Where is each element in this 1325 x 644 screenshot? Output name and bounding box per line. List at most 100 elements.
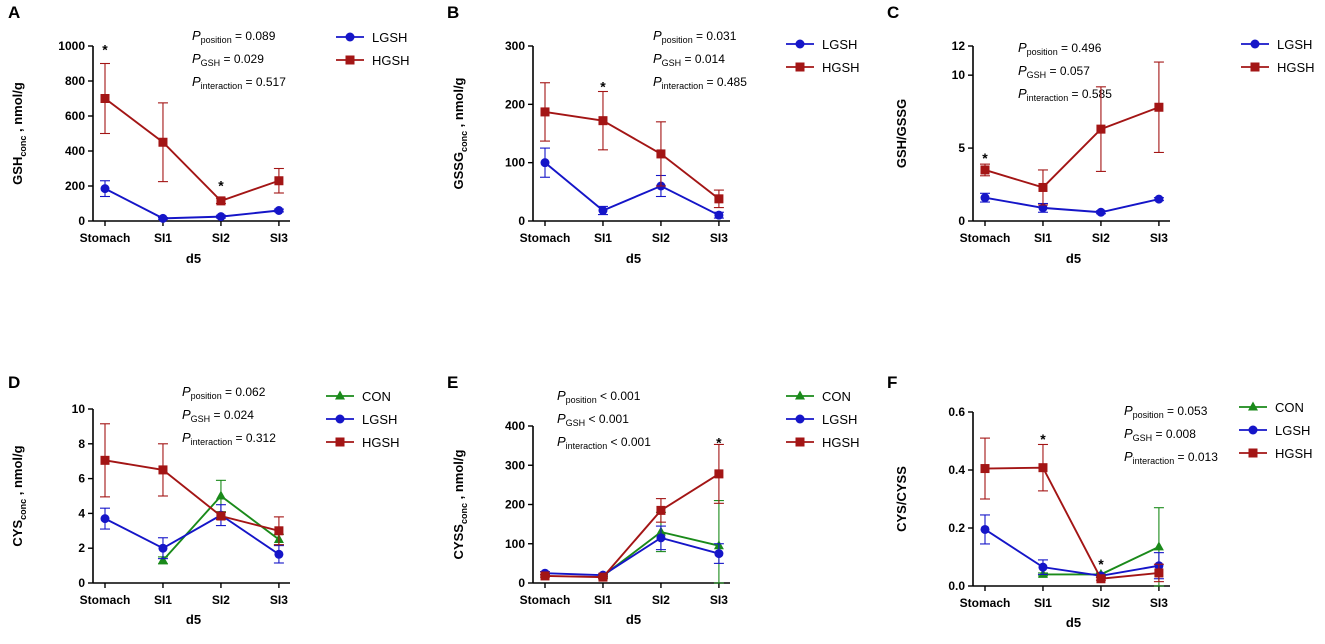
panel-letter: C xyxy=(887,3,899,22)
x-tick-label: SI1 xyxy=(154,593,172,607)
data-point-hgsh xyxy=(1096,574,1106,584)
y-tick-label: 100 xyxy=(505,156,525,170)
data-point-lgsh xyxy=(980,193,990,203)
legend-marker xyxy=(795,414,805,424)
y-tick-label: 10 xyxy=(952,68,966,82)
x-axis-title: d5 xyxy=(186,612,201,627)
data-point-lgsh xyxy=(1096,207,1106,217)
data-point-hgsh xyxy=(216,511,226,521)
data-point-hgsh xyxy=(598,572,608,582)
x-tick-label: SI2 xyxy=(1092,231,1110,245)
x-tick-label: SI3 xyxy=(1150,231,1168,245)
data-point-lgsh xyxy=(980,524,990,534)
data-point-lgsh xyxy=(100,514,110,524)
series-line-lgsh xyxy=(544,161,720,217)
data-point-hgsh xyxy=(1038,463,1048,473)
data-point-lgsh xyxy=(158,213,168,223)
panel-letter: E xyxy=(447,373,458,392)
data-point-hgsh xyxy=(656,505,666,515)
p-value-stat: Pinteraction = 0.312 xyxy=(182,430,276,447)
data-point-lgsh xyxy=(1038,203,1048,213)
x-tick-label: SI3 xyxy=(270,231,288,245)
y-tick-label: 1000 xyxy=(58,39,85,53)
p-value-stat: Pposition = 0.062 xyxy=(182,384,266,401)
legend-marker xyxy=(795,62,805,72)
x-tick-label: SI2 xyxy=(212,593,230,607)
data-point-hgsh xyxy=(540,571,550,581)
x-tick-label: Stomach xyxy=(80,593,131,607)
data-point-hgsh xyxy=(100,94,110,103)
x-tick-label: Stomach xyxy=(960,596,1011,610)
significance-star: * xyxy=(1040,431,1046,447)
legend-marker xyxy=(1250,62,1260,72)
data-point-hgsh xyxy=(1154,568,1164,578)
x-tick-label: Stomach xyxy=(520,231,571,245)
chart-panel-c: C 0 5 10 12 Stomach SI1 SI2 SI3 d5 GSH/GSSG Ppositi… xyxy=(887,3,1315,266)
y-tick-label: 8 xyxy=(78,437,85,451)
data-point-hgsh xyxy=(216,196,226,206)
data-point-hgsh xyxy=(274,526,284,536)
p-value-stat: Pposition = 0.053 xyxy=(1124,403,1208,420)
data-point-hgsh xyxy=(1154,102,1164,112)
legend-label: LGSH xyxy=(1275,423,1310,438)
panel-letter: A xyxy=(8,3,20,22)
data-point-lgsh xyxy=(714,549,724,559)
panel-letter: F xyxy=(887,373,897,392)
y-tick-label: 12 xyxy=(952,39,966,53)
data-point-lgsh xyxy=(216,212,226,222)
legend-label: HGSH xyxy=(822,60,860,75)
legend-marker xyxy=(795,437,805,447)
data-point-hgsh xyxy=(1038,182,1048,192)
panel-letter: B xyxy=(447,3,459,22)
legend-marker xyxy=(345,55,355,65)
p-value-stat: Pinteraction = 0.517 xyxy=(192,74,286,91)
p-value-stat: Pposition < 0.001 xyxy=(557,388,641,405)
legend-marker xyxy=(1248,425,1258,435)
y-axis-title: GSH/GSSG xyxy=(894,99,909,168)
legend-marker xyxy=(795,390,805,400)
data-point-lgsh xyxy=(158,543,168,553)
series-line-lgsh xyxy=(984,528,1160,577)
p-value-stat: Pposition = 0.496 xyxy=(1018,40,1102,57)
x-tick-label: SI3 xyxy=(270,593,288,607)
x-tick-label: SI1 xyxy=(594,231,612,245)
data-point-lgsh xyxy=(656,533,666,543)
y-tick-label: 300 xyxy=(505,458,525,472)
significance-star: * xyxy=(600,79,606,95)
y-tick-label: 2 xyxy=(78,541,85,555)
legend-label: LGSH xyxy=(362,412,397,427)
legend-label: HGSH xyxy=(1277,60,1315,75)
legend-label: LGSH xyxy=(1277,37,1312,52)
y-tick-label: 0.4 xyxy=(948,463,965,477)
y-tick-label: 100 xyxy=(505,537,525,551)
data-point-hgsh xyxy=(598,116,608,126)
series-line-lgsh xyxy=(104,187,280,220)
x-tick-label: SI1 xyxy=(1034,596,1052,610)
x-tick-label: Stomach xyxy=(520,593,571,607)
p-value-stat: PGSH = 0.024 xyxy=(182,407,254,424)
data-point-hgsh xyxy=(980,165,990,175)
series-line-lgsh xyxy=(544,536,720,577)
p-value-stat: Pposition = 0.031 xyxy=(653,28,737,45)
y-axis-title: GSHconc , nmol/g xyxy=(10,82,28,185)
data-point-lgsh xyxy=(598,206,608,215)
significance-star: * xyxy=(716,435,722,451)
legend-label: HGSH xyxy=(362,435,400,450)
x-tick-label: SI1 xyxy=(1034,231,1052,245)
p-value-stat: PGSH < 0.001 xyxy=(557,411,629,428)
p-value-stat: Pinteraction < 0.001 xyxy=(557,434,651,451)
y-axis-title: CYS/CYSS xyxy=(894,466,909,532)
legend-marker xyxy=(335,390,345,400)
y-tick-label: 0 xyxy=(78,576,85,590)
significance-star: * xyxy=(982,150,988,166)
legend-label: HGSH xyxy=(1275,446,1313,461)
y-tick-label: 200 xyxy=(505,498,525,512)
y-tick-label: 0 xyxy=(518,214,525,228)
data-point-hgsh xyxy=(158,137,168,147)
y-tick-label: 600 xyxy=(65,109,85,123)
data-point-con xyxy=(215,490,226,500)
legend-label: HGSH xyxy=(822,435,860,450)
data-point-lgsh xyxy=(540,158,550,168)
data-point-lgsh xyxy=(100,184,110,194)
p-value-stat: Pposition = 0.089 xyxy=(192,28,276,45)
